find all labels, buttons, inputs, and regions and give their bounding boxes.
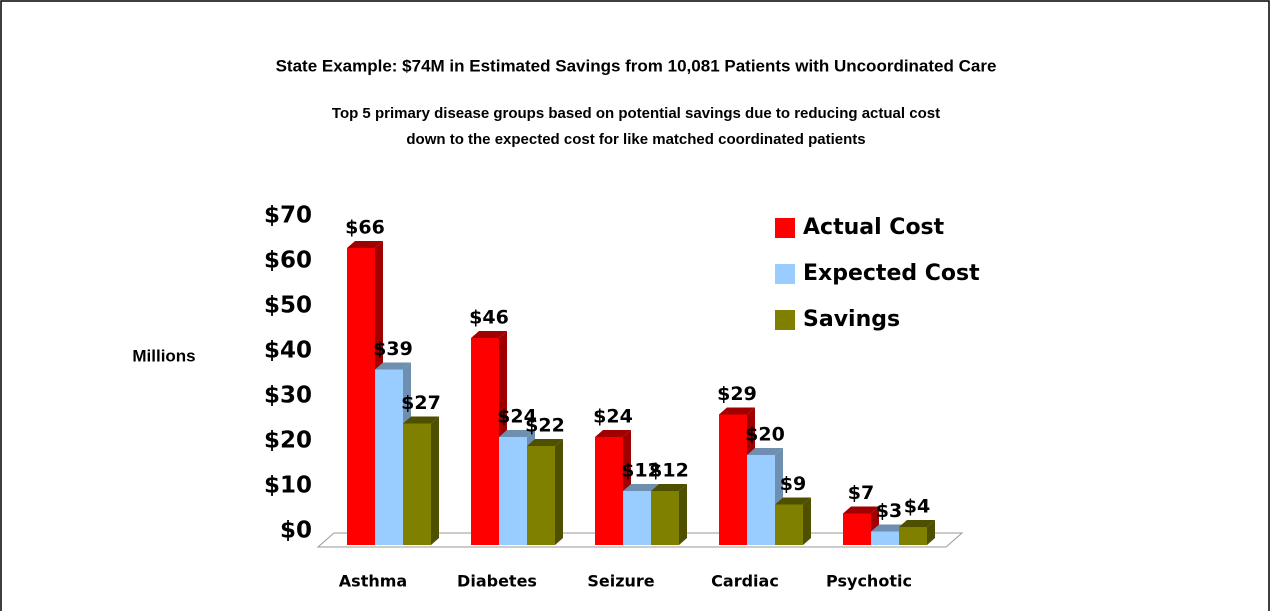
chart-subtitle: Top 5 primary disease groups based on po…	[332, 105, 940, 122]
bar	[375, 369, 403, 545]
legend-swatch	[775, 264, 795, 284]
bar-top	[595, 430, 631, 437]
data-label: $27	[401, 392, 441, 414]
x-tick-label: Seizure	[587, 572, 654, 591]
y-tick-label: $30	[264, 383, 312, 409]
legend-label: Expected Cost	[803, 261, 980, 286]
bar-top	[403, 416, 439, 424]
bar	[623, 491, 651, 545]
bar-top	[747, 448, 783, 455]
bar-side	[431, 416, 439, 545]
bar-top	[843, 506, 879, 514]
data-label: $4	[904, 496, 930, 518]
data-label: $22	[525, 415, 565, 437]
data-label: $9	[780, 473, 806, 495]
bar	[871, 531, 899, 545]
bar-side	[803, 497, 811, 545]
data-label: $24	[497, 406, 537, 428]
x-tick-label: Cardiac	[711, 572, 779, 591]
data-label: $46	[469, 307, 509, 329]
bar-top	[499, 430, 535, 437]
y-tick-label: $20	[264, 428, 312, 454]
bar-top	[375, 362, 411, 370]
bar	[347, 248, 375, 545]
bar-top	[871, 524, 907, 532]
x-tick-label: Diabetes	[457, 572, 537, 591]
bar	[595, 437, 623, 545]
bar-side	[679, 484, 687, 545]
y-tick-label: $60	[264, 248, 312, 274]
legend-swatch	[775, 310, 795, 330]
data-label: $20	[745, 424, 785, 446]
bar-top	[899, 520, 935, 527]
chart-subtitle: down to the expected cost for like match…	[406, 131, 865, 148]
bar-top	[775, 497, 811, 505]
legend-label: Actual Cost	[803, 215, 945, 240]
x-tick-label: Psychotic	[826, 572, 912, 591]
bar	[527, 446, 555, 545]
x-tick-label: Asthma	[339, 572, 407, 591]
bar-top	[471, 331, 507, 338]
bar	[843, 513, 871, 545]
y-tick-label: $70	[264, 203, 312, 229]
bar	[471, 338, 499, 545]
chart-title: State Example: $74M in Estimated Savings…	[276, 56, 997, 75]
bar-side	[927, 520, 935, 545]
bar-top	[527, 439, 563, 446]
data-label: $12	[621, 460, 661, 482]
bar	[651, 491, 679, 545]
legend-label: Savings	[803, 307, 900, 332]
bar-top	[347, 241, 383, 248]
bar-top	[651, 484, 687, 491]
data-label: $3	[876, 500, 902, 522]
data-label: $7	[848, 482, 874, 504]
bar	[747, 455, 775, 545]
y-tick-label: $40	[264, 338, 312, 364]
bar	[719, 414, 747, 545]
bar	[403, 423, 431, 545]
data-label: $24	[593, 406, 633, 428]
data-label: $29	[717, 383, 757, 405]
y-tick-label: $10	[264, 473, 312, 499]
data-label: $66	[345, 217, 385, 239]
data-label: $12	[649, 460, 689, 482]
bar-top	[719, 407, 755, 415]
y-tick-label: $50	[264, 293, 312, 319]
y-tick-label: $0	[280, 518, 312, 544]
bar	[499, 437, 527, 545]
bar	[899, 527, 927, 545]
legend-swatch	[775, 218, 795, 238]
bar-side	[555, 439, 563, 545]
bar	[775, 504, 803, 545]
data-label: $39	[373, 338, 413, 360]
y-axis-label: Millions	[132, 346, 195, 365]
bar-top	[623, 484, 659, 491]
